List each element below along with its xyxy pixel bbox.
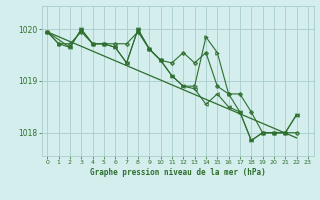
X-axis label: Graphe pression niveau de la mer (hPa): Graphe pression niveau de la mer (hPa) (90, 168, 266, 177)
